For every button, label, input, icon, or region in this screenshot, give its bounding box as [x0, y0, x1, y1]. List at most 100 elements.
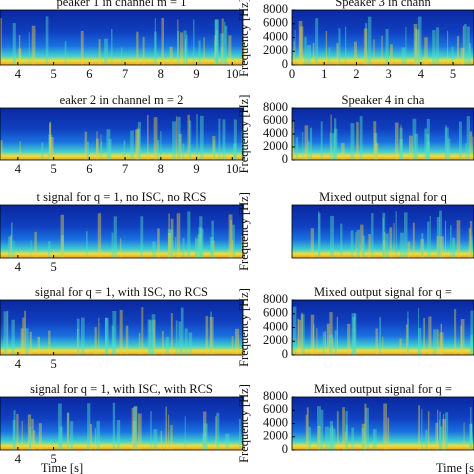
panel-title: Speaker 4 in cha: [342, 93, 425, 107]
speech-streak: [30, 240, 32, 258]
speech-streak: [320, 409, 324, 450]
speech-streak: [304, 36, 307, 65]
speech-streak: [453, 238, 456, 258]
speech-streak: [345, 410, 348, 450]
speech-streak: [19, 141, 21, 160]
x-tick-label: 5: [50, 260, 56, 274]
speech-streak: [399, 138, 404, 160]
speech-streak: [232, 224, 235, 258]
speech-streak: [356, 229, 360, 258]
speech-streak: [458, 121, 462, 160]
speech-streak: [98, 39, 101, 65]
speech-streak: [417, 16, 422, 65]
speech-streak: [178, 321, 182, 355]
speech-streak: [412, 118, 417, 160]
speech-streak: [216, 412, 220, 450]
speech-streak: [385, 28, 389, 66]
speech-streak: [156, 140, 160, 160]
speech-streak: [154, 31, 157, 65]
speech-streak: [48, 241, 51, 258]
speech-streak: [365, 23, 368, 65]
speech-streak: [390, 44, 393, 65]
speech-streak: [439, 332, 444, 355]
speech-streak: [170, 229, 174, 258]
panel-title: signal for q = 1, with ISC, no RCS: [35, 285, 208, 299]
axes-frame: [0, 107, 244, 161]
x-axis-label: Time [s: [436, 461, 474, 474]
spectrogram-texture: [8, 211, 245, 258]
speech-streak: [375, 141, 377, 160]
spectrogram: [0, 10, 243, 65]
speech-streak: [399, 338, 402, 355]
speech-streak: [174, 237, 177, 258]
speech-streak: [98, 317, 100, 355]
speech-streak: [463, 24, 467, 65]
axes-frame: [0, 204, 244, 259]
x-axis-label: Time [s]: [41, 461, 83, 474]
speech-streak: [456, 220, 461, 258]
speech-streak: [220, 46, 223, 65]
speech-streak: [444, 127, 449, 160]
speech-streak: [195, 236, 197, 258]
y-tick-label: 8000: [263, 292, 288, 306]
spectrogram-texture: [292, 306, 474, 355]
speech-streak: [161, 17, 164, 65]
spectrogram-texture: [293, 16, 472, 66]
y-tick-label: 0: [282, 442, 288, 456]
speech-streak: [336, 43, 339, 65]
speech-streak: [228, 35, 232, 65]
speech-streak: [352, 317, 356, 355]
x-tick-label: 0: [289, 67, 295, 81]
speech-streak: [29, 331, 32, 355]
speech-streak: [445, 125, 447, 160]
speech-streak: [351, 313, 356, 355]
speech-streak: [407, 311, 409, 355]
speech-streak: [305, 414, 308, 450]
speech-streak: [313, 324, 315, 355]
speech-streak: [354, 41, 357, 65]
speech-streak: [395, 210, 397, 258]
speech-streak: [340, 223, 343, 258]
speech-streak: [324, 331, 327, 355]
speech-streak: [365, 407, 369, 450]
speech-streak: [399, 127, 403, 160]
speech-streak: [336, 411, 339, 450]
speech-streak: [432, 29, 436, 65]
speech-streak: [29, 427, 32, 450]
spectrogram: [0, 108, 243, 160]
speech-streak: [439, 426, 443, 450]
spectrogram: [0, 300, 243, 355]
speech-streak: [463, 422, 465, 450]
speech-streak: [426, 141, 430, 160]
speech-streak: [185, 34, 188, 65]
speech-streak: [371, 213, 374, 258]
speech-streak: [318, 213, 321, 258]
speech-streak: [48, 134, 53, 160]
speech-streak: [187, 114, 190, 160]
speech-streak: [119, 309, 123, 355]
x-tick-label: 5: [450, 67, 456, 81]
speech-streak: [150, 411, 152, 450]
speech-streak: [347, 323, 351, 355]
y-axis-label: Frequency [Hz]: [237, 192, 251, 271]
speech-streak: [168, 213, 170, 258]
speech-streak: [418, 405, 421, 450]
speech-streak: [89, 424, 92, 450]
speech-streak: [330, 215, 334, 258]
speech-streak: [375, 143, 379, 160]
x-tick-label: 3: [386, 67, 392, 81]
speech-streak: [317, 425, 321, 450]
speech-streak: [160, 430, 163, 450]
speech-streak: [373, 121, 377, 160]
speech-streak: [38, 423, 42, 450]
speech-streak: [59, 426, 63, 450]
speech-streak: [130, 130, 134, 160]
speech-streak: [426, 118, 430, 160]
x-tick-label: 9: [193, 67, 199, 81]
speech-streak: [415, 41, 417, 65]
speech-streak: [29, 431, 31, 450]
speech-streak: [214, 40, 217, 65]
y-axis-label: Frequency [Hz]: [237, 0, 251, 77]
speech-streak: [372, 429, 377, 450]
speech-streak: [312, 42, 315, 65]
